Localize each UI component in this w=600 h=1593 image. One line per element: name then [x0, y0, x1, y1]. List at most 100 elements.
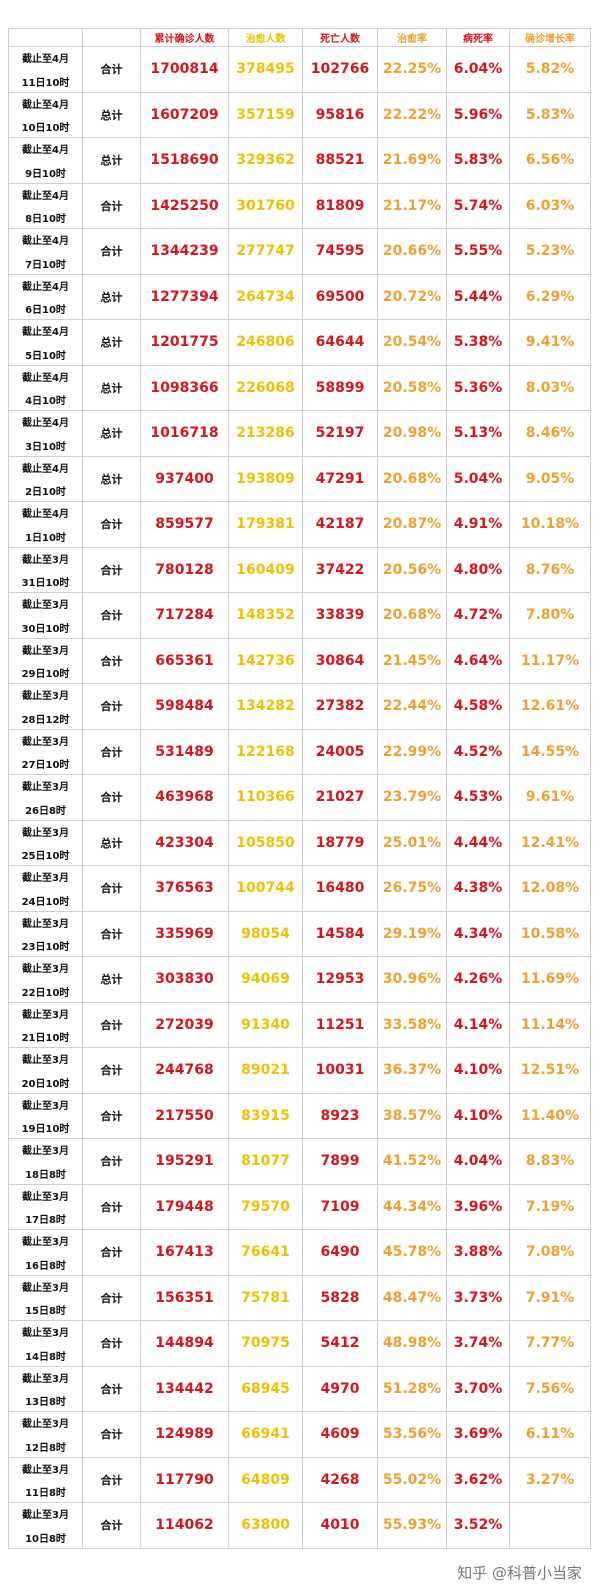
date-line: 26日8时: [25, 805, 66, 817]
value-cell: 20.68%: [377, 455, 447, 502]
row-label: 合计: [82, 728, 141, 775]
table-row: 截止至3月 17日8时 合计 179448 79570 7109 44.34% 3.96% 7.…: [8, 1183, 591, 1230]
row-label: 总计: [82, 455, 141, 502]
table-row: 截止至4月 9日10时 总计 1518690 329362 88521 21.69% 5.83…: [8, 137, 591, 184]
value-cell: 3.96%: [446, 1183, 510, 1230]
value-cell: 329362: [228, 137, 303, 184]
date-line: 23日10时: [21, 942, 70, 953]
value-cell: 7.77%: [509, 1320, 591, 1367]
value-cell: 4.10%: [446, 1092, 510, 1139]
value-cell: 48.98%: [377, 1320, 447, 1367]
date-cell: 截止至3月 31日10时: [8, 546, 83, 593]
date-cell: 截止至3月 24日10时: [8, 865, 83, 912]
value-cell: 21027: [302, 774, 378, 821]
value-cell: 8923: [302, 1092, 378, 1139]
value-cell: 122168: [228, 728, 303, 775]
value-cell: 81809: [302, 182, 378, 229]
value-cell: 160409: [228, 546, 303, 593]
value-cell: 26.75%: [377, 865, 447, 912]
value-cell: 1700814: [140, 46, 229, 93]
value-cell: 23.79%: [377, 774, 447, 821]
date-line: 13日8时: [25, 1397, 66, 1408]
value-cell: 4.04%: [446, 1138, 510, 1185]
row-label: 合计: [82, 1001, 141, 1048]
value-cell: 4268: [302, 1456, 378, 1503]
value-cell: 114062: [140, 1502, 229, 1549]
value-cell: 4.14%: [446, 1001, 510, 1048]
value-cell: 20.56%: [377, 546, 447, 593]
value-cell: 37422: [302, 546, 378, 593]
date-line: 截止至4月: [22, 327, 69, 338]
value-cell: 423304: [140, 819, 229, 866]
row-label: 合计: [82, 46, 141, 93]
value-cell: 12953: [302, 956, 378, 1003]
date-line: 3日10时: [25, 441, 66, 453]
date-line: 14日8时: [25, 1351, 66, 1363]
value-cell: 10.58%: [509, 910, 591, 957]
header-cell: [8, 28, 83, 47]
date-line: 30日10时: [21, 623, 70, 635]
date-line: 截止至3月: [22, 1009, 69, 1021]
value-cell: 48.47%: [377, 1274, 447, 1321]
value-cell: 1098366: [140, 364, 229, 411]
value-cell: 1518690: [140, 137, 229, 184]
value-cell: 3.69%: [446, 1411, 510, 1458]
row-label: 总计: [82, 319, 141, 366]
date-cell: 截止至3月 17日8时: [8, 1183, 83, 1230]
value-cell: 134442: [140, 1365, 229, 1412]
table-row: 截止至4月 1日10时 合计 859577 179381 42187 20.87% 4.91%…: [8, 501, 591, 548]
value-cell: 20.87%: [377, 501, 447, 548]
value-cell: 7.19%: [509, 1183, 591, 1230]
value-cell: 30.96%: [377, 956, 447, 1003]
row-label: 总计: [82, 956, 141, 1003]
value-cell: 4.38%: [446, 865, 510, 912]
value-cell: 1607209: [140, 91, 229, 138]
row-label: 合计: [82, 1502, 141, 1549]
value-cell: 44.34%: [377, 1183, 447, 1230]
date-line: 截止至3月: [22, 964, 69, 975]
date-line: 截止至3月: [22, 1100, 69, 1112]
data-table: 累计确诊人数 治愈人数 死亡人数 治愈率 病死率 确诊增长率 截止至4月 11日10时 合计 1…: [8, 28, 591, 1549]
date-cell: 截止至4月 8日10时: [8, 182, 83, 229]
value-cell: 780128: [140, 546, 229, 593]
value-cell: 9.41%: [509, 319, 591, 366]
value-cell: 7.08%: [509, 1229, 591, 1276]
value-cell: 244768: [140, 1047, 229, 1094]
date-cell: 截止至4月 11日10时: [8, 46, 83, 93]
table-row: 截止至3月 16日8时 合计 167413 76641 6490 45.78% 3.88% 7.…: [8, 1229, 591, 1276]
table-row: 截止至3月 15日8时 合计 156351 75781 5828 48.47% 3.73% 7.…: [8, 1274, 591, 1321]
value-cell: 11.40%: [509, 1092, 591, 1139]
value-cell: 53.56%: [377, 1411, 447, 1458]
date-line: 19日10时: [21, 1124, 70, 1135]
value-cell: 4.58%: [446, 683, 510, 730]
value-cell: 9.61%: [509, 774, 591, 821]
value-cell: 117790: [140, 1456, 229, 1503]
date-line: 截止至4月: [22, 99, 69, 111]
date-line: 截止至3月: [22, 873, 69, 884]
value-cell: 66941: [228, 1411, 303, 1458]
value-cell: 12.51%: [509, 1047, 591, 1094]
value-cell: 33.58%: [377, 1001, 447, 1048]
value-cell: 95816: [302, 91, 378, 138]
value-cell: 4.10%: [446, 1047, 510, 1094]
value-cell: 3.70%: [446, 1365, 510, 1412]
value-cell: 144894: [140, 1320, 229, 1367]
value-cell: 4.44%: [446, 819, 510, 866]
row-label: 合计: [82, 182, 141, 229]
date-cell: 截止至3月 29日10时: [8, 637, 83, 684]
date-line: 截止至3月: [22, 1510, 69, 1521]
date-line: 截止至3月: [22, 1191, 69, 1203]
value-cell: 376563: [140, 865, 229, 912]
value-cell: 937400: [140, 455, 229, 502]
value-cell: 58899: [302, 364, 378, 411]
value-cell: 11.17%: [509, 637, 591, 684]
date-line: 24日10时: [21, 896, 70, 908]
value-cell: 463968: [140, 774, 229, 821]
value-cell: 4609: [302, 1411, 378, 1458]
date-line: 截止至3月: [22, 782, 69, 793]
value-cell: 20.58%: [377, 364, 447, 411]
date-line: 25日10时: [21, 851, 70, 862]
value-cell: 1016718: [140, 410, 229, 457]
date-line: 截止至4月: [22, 236, 69, 247]
date-line: 28日12时: [21, 714, 70, 726]
